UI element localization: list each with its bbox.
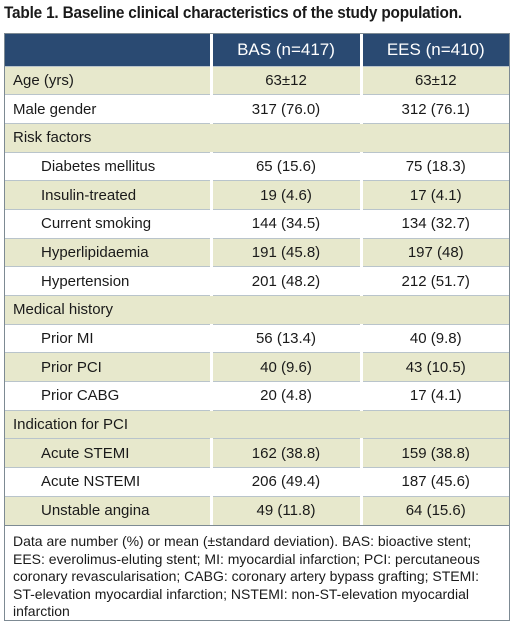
table-caption: Table 1. Baseline clinical characteristi… — [4, 4, 462, 22]
bas-value: 63±12 — [209, 65, 361, 95]
ees-value: 63±12 — [359, 65, 509, 95]
table-row: Prior PCI 40 (9.6) 43 (10.5) — [5, 352, 509, 382]
table-row: Prior CABG 20 (4.8) 17 (4.1) — [5, 381, 509, 411]
ees-value: 75 (18.3) — [359, 151, 509, 181]
row-label: Diabetes mellitus — [5, 151, 211, 181]
table-frame: BAS (n=417) EES (n=410) Age (yrs) 63±12 63… — [4, 33, 510, 621]
table-row: Unstable angina 49 (11.8) 64 (15.6) — [5, 495, 509, 525]
ees-value: 43 (10.5) — [359, 352, 509, 382]
bas-value: 19 (4.6) — [209, 180, 361, 210]
header-cell-label — [5, 34, 211, 66]
table-row: Male gender 317 (76.0) 312 (76.1) — [5, 94, 509, 124]
row-label: Male gender — [5, 94, 211, 124]
bas-value: 201 (48.2) — [209, 266, 361, 296]
table-row: Acute NSTEMI 206 (49.4) 187 (45.6) — [5, 467, 509, 497]
header-cell-bas: BAS (n=417) — [209, 34, 361, 66]
bas-value: 317 (76.0) — [209, 94, 361, 124]
table-row: Hypertension 201 (48.2) 212 (51.7) — [5, 266, 509, 296]
bas-value: 49 (11.8) — [209, 495, 361, 525]
row-label: Prior PCI — [5, 352, 211, 382]
table-row: Prior MI 56 (13.4) 40 (9.8) — [5, 323, 509, 353]
section-row: Risk factors — [5, 122, 509, 153]
row-label: Acute STEMI — [5, 438, 211, 468]
bas-value: 40 (9.6) — [209, 352, 361, 382]
row-label: Insulin-treated — [5, 180, 211, 210]
table-row: Current smoking 144 (34.5) 134 (32.7) — [5, 208, 509, 239]
section-row: Medical history — [5, 295, 509, 325]
row-label: Current smoking — [5, 208, 211, 239]
ees-value: 187 (45.6) — [359, 467, 509, 497]
bas-value: 191 (45.8) — [209, 237, 361, 267]
section-row: Indication for PCI — [5, 409, 509, 439]
table-body: Age (yrs) 63±12 63±12 Male gender 317 (76.0)… — [5, 65, 509, 525]
table-row: Acute STEMI 162 (38.8) 159 (38.8) — [5, 438, 509, 468]
table-row: Hyperlipidaemia 191 (45.8) 197 (48) — [5, 237, 509, 267]
bas-value: 20 (4.8) — [209, 381, 361, 411]
ees-value: 197 (48) — [359, 237, 509, 267]
bas-value: 206 (49.4) — [209, 467, 361, 497]
bas-value: 144 (34.5) — [209, 208, 361, 239]
ees-value: 17 (4.1) — [359, 381, 509, 411]
ees-value: 159 (38.8) — [359, 438, 509, 468]
table-row: Insulin-treated 19 (4.6) 17 (4.1) — [5, 180, 509, 210]
table-footnote: Data are number (%) or mean (±standard d… — [5, 525, 509, 627]
row-label: Unstable angina — [5, 495, 211, 525]
ees-value: 134 (32.7) — [359, 208, 509, 239]
bas-value: 65 (15.6) — [209, 151, 361, 181]
table-row: Diabetes mellitus 65 (15.6) 75 (18.3) — [5, 151, 509, 181]
baseline-characteristics-table: BAS (n=417) EES (n=410) Age (yrs) 63±12 63… — [5, 34, 509, 525]
row-label: Acute NSTEMI — [5, 467, 211, 497]
bas-value: 162 (38.8) — [209, 438, 361, 468]
row-label: Prior MI — [5, 323, 211, 353]
section-label: Risk factors — [5, 122, 509, 153]
bas-value: 56 (13.4) — [209, 323, 361, 353]
row-label: Age (yrs) — [5, 65, 211, 95]
header-cell-ees: EES (n=410) — [359, 34, 509, 66]
ees-value: 212 (51.7) — [359, 266, 509, 296]
ees-value: 40 (9.8) — [359, 323, 509, 353]
ees-value: 17 (4.1) — [359, 180, 509, 210]
ees-value: 312 (76.1) — [359, 94, 509, 124]
row-label: Hypertension — [5, 266, 211, 296]
section-label: Medical history — [5, 295, 509, 325]
ees-value: 64 (15.6) — [359, 495, 509, 525]
table-header-row: BAS (n=417) EES (n=410) — [5, 34, 509, 66]
row-label: Prior CABG — [5, 381, 211, 411]
table-row: Age (yrs) 63±12 63±12 — [5, 65, 509, 95]
row-label: Hyperlipidaemia — [5, 237, 211, 267]
section-label: Indication for PCI — [5, 409, 509, 439]
